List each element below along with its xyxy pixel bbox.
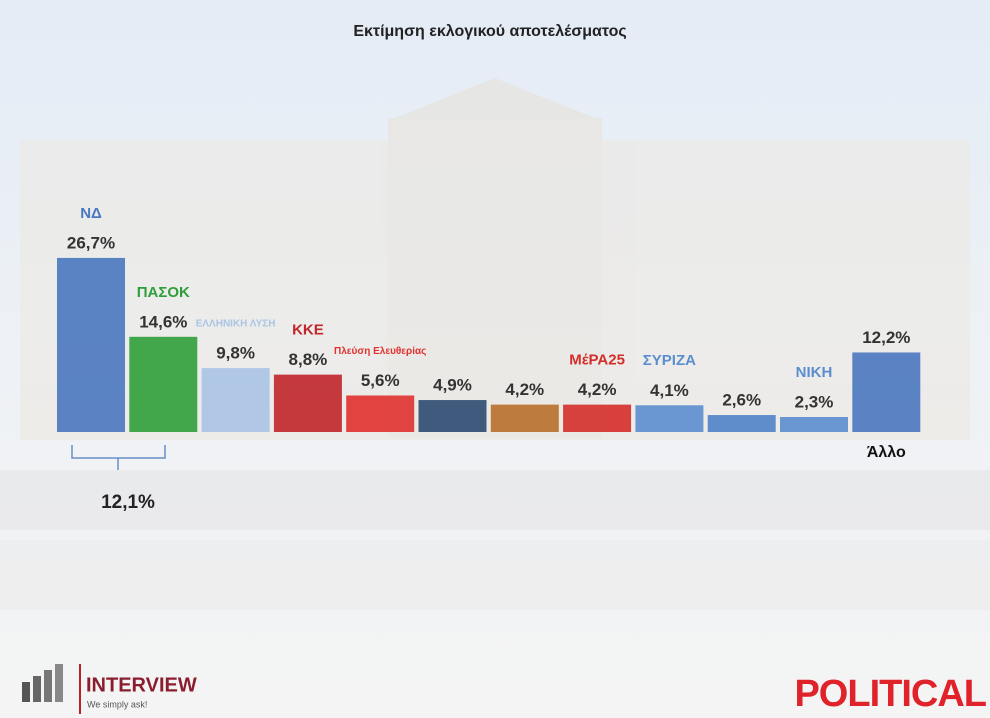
- source: POLITICAL: [794, 673, 986, 715]
- bar: [780, 417, 848, 432]
- bar: [201, 368, 270, 432]
- bar: [273, 374, 342, 432]
- bar: [57, 257, 125, 432]
- category-label: ΝΔ: [80, 205, 102, 222]
- bar: [346, 395, 415, 432]
- bar: [490, 404, 559, 432]
- category-label: ΣΥΡΙΖΑ: [643, 352, 696, 369]
- value-label: 14,6%: [139, 312, 187, 331]
- category-label: ΚΚΕ: [292, 322, 324, 339]
- bar: [852, 352, 921, 432]
- category-label: Πλεύση Ελευθερίας: [334, 346, 426, 357]
- annotation: 12,1%: [101, 492, 155, 513]
- bar: [563, 404, 632, 432]
- value-label: 4,1%: [650, 381, 689, 400]
- value-label: 8,8%: [289, 350, 328, 369]
- bar: [418, 400, 487, 432]
- value-label: 26,7%: [67, 233, 115, 252]
- brand: INTERVIEW: [86, 674, 197, 696]
- category-label: ΝΙΚΗ: [796, 364, 833, 381]
- value-label: 12,2%: [862, 328, 910, 347]
- slogan: We simply ask!: [87, 699, 147, 709]
- value-label: 5,6%: [361, 371, 400, 390]
- category-label: ΠΑΣΟΚ: [137, 284, 190, 301]
- category-label: ΕΛΛΗΝΙΚΗ ΛΥΣΗ: [196, 319, 276, 330]
- category-label: ΜέΡΑ25: [569, 352, 625, 369]
- value-label: 4,2%: [505, 380, 544, 399]
- bar: [635, 405, 704, 432]
- category-label: Άλλο: [867, 444, 906, 461]
- building: [0, 78, 990, 610]
- logo-interview: [22, 664, 81, 714]
- bracket: [71, 445, 166, 470]
- value-label: 2,3%: [795, 392, 834, 411]
- value-label: 4,9%: [433, 376, 472, 395]
- bar: [129, 336, 198, 432]
- value-label: 4,2%: [578, 380, 617, 399]
- value-label: 9,8%: [216, 344, 255, 363]
- chart-title: Εκτίμηση εκλογικού αποτελέσματος: [353, 23, 626, 40]
- value-label: 2,6%: [722, 391, 761, 410]
- bar: [707, 415, 776, 432]
